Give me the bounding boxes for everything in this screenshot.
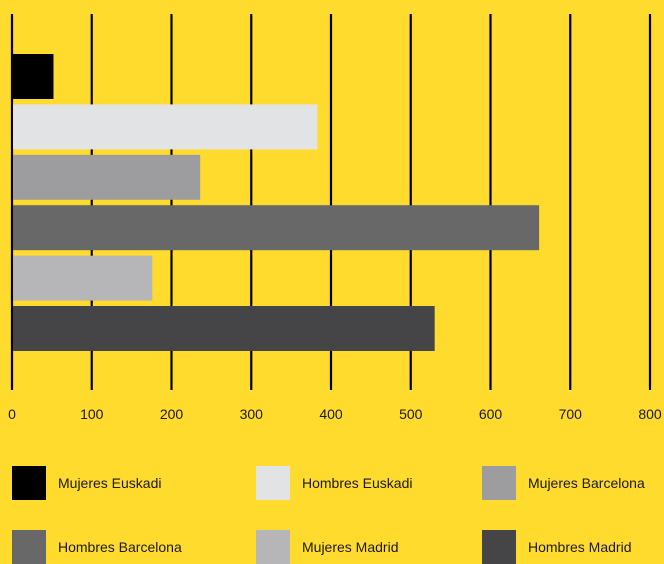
bar-mujeres-euskadi [13,54,54,99]
x-tick-label: 500 [399,406,423,422]
x-tick-label: 600 [479,406,503,422]
bar-hombres-madrid [13,306,435,351]
bar-hombres-euskadi [13,104,318,150]
bar-mujeres-barcelona [13,154,201,200]
x-tick-label: 0 [8,406,16,422]
x-tick-label: 400 [319,406,343,422]
gridlines [10,14,652,390]
bar-hombres-barcelona [13,205,540,251]
x-axis-ticks: 0 100 200 300 400 500 600 700 800 [8,406,662,422]
x-tick-label: 800 [638,406,662,422]
bar-mujeres-madrid [13,255,153,301]
x-tick-label: 300 [240,406,264,422]
bars [13,54,540,351]
x-tick-label: 700 [559,406,583,422]
x-tick-label: 200 [160,406,184,422]
x-tick-label: 100 [80,406,104,422]
